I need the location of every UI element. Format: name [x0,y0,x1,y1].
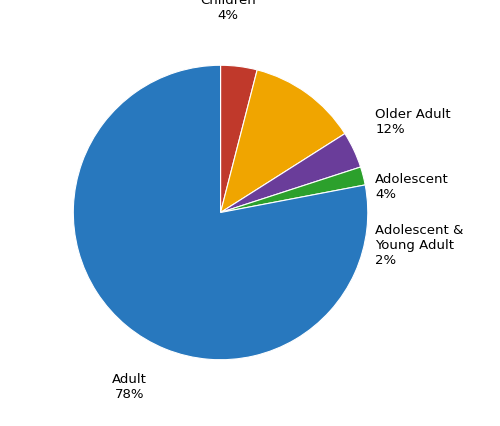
Text: Children
4%: Children 4% [200,0,256,22]
Wedge shape [220,71,345,213]
Text: Adult
78%: Adult 78% [112,371,146,400]
Wedge shape [220,167,365,213]
Text: Older Adult
12%: Older Adult 12% [375,108,451,136]
Wedge shape [220,134,360,213]
Text: Adolescent
4%: Adolescent 4% [375,173,449,201]
Text: Adolescent &
Young Adult
2%: Adolescent & Young Adult 2% [375,224,464,267]
Wedge shape [220,66,257,213]
Wedge shape [74,66,368,360]
